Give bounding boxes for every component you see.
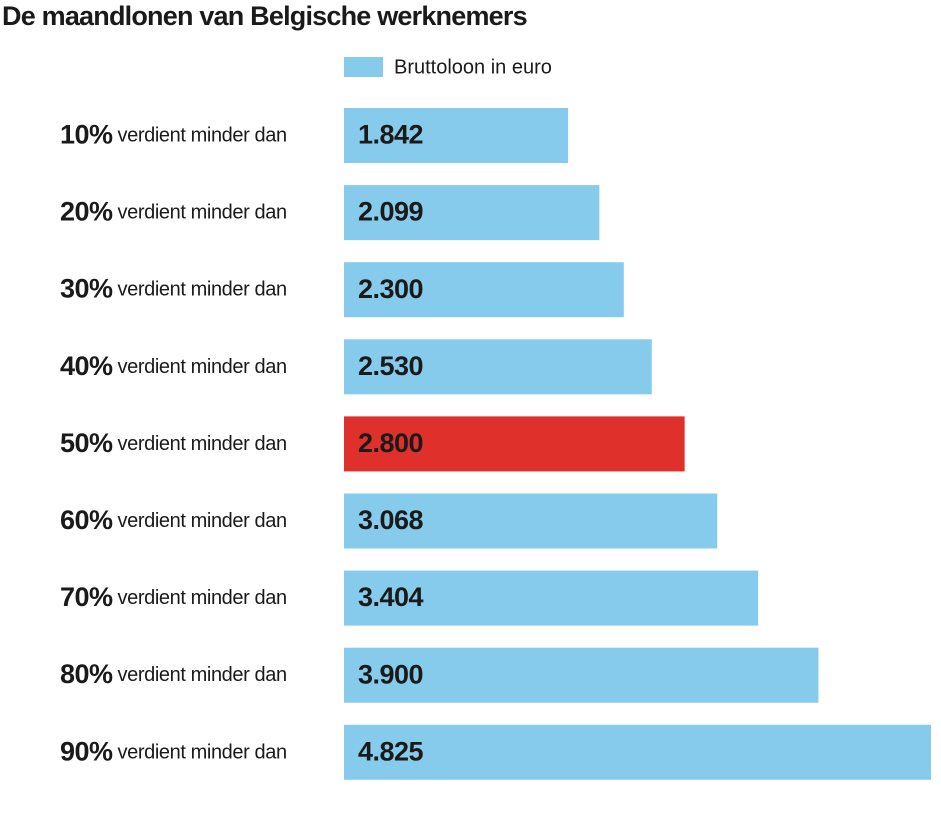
category-percent: 30% [60,274,113,304]
category-label: 20% verdient minder dan [60,197,287,227]
bar [344,108,569,163]
category-text: verdient minder dan [118,587,287,609]
value-label: 2.300 [358,274,423,304]
value-label: 2.800 [358,428,423,458]
category-percent: 60% [60,505,113,535]
value-label: 1.842 [358,120,423,150]
category-label: 60% verdient minder dan [60,505,287,535]
legend-label: Bruttoloon in euro [394,56,552,78]
bar [344,339,652,395]
category-percent: 90% [60,736,113,766]
category-text: verdient minder dan [118,664,287,686]
value-label: 2.099 [358,197,424,227]
category-percent: 40% [60,351,113,381]
value-label: 3.068 [358,505,424,535]
category-text: verdient minder dan [118,279,287,301]
bar [344,493,718,549]
category-label: 50% verdient minder dan [60,428,287,458]
category-text: verdient minder dan [118,433,287,455]
value-label: 2.530 [358,351,423,381]
category-percent: 10% [60,120,113,150]
bar [344,647,819,703]
legend-swatch [344,57,383,77]
category-text: verdient minder dan [118,356,287,378]
category-percent: 70% [60,582,113,612]
category-text: verdient minder dan [118,742,287,764]
value-label: 4.825 [358,736,424,766]
category-percent: 20% [60,197,113,227]
category-text: verdient minder dan [118,125,287,147]
value-label: 3.900 [358,659,423,689]
bar [344,416,685,472]
bar [344,724,931,780]
category-label: 90% verdient minder dan [60,736,287,766]
category-label: 80% verdient minder dan [60,659,287,689]
bar [344,570,759,626]
category-text: verdient minder dan [118,510,287,532]
category-text: verdient minder dan [118,202,287,224]
category-percent: 50% [60,428,113,458]
category-label: 40% verdient minder dan [60,351,287,381]
category-label: 10% verdient minder dan [60,120,287,150]
bar [344,262,624,318]
chart-title: De maandlonen van Belgische werknemers [2,1,527,31]
value-label: 3.404 [358,582,424,612]
category-percent: 80% [60,659,113,689]
category-label: 70% verdient minder dan [60,582,287,612]
bar [344,185,600,241]
category-label: 30% verdient minder dan [60,274,287,304]
